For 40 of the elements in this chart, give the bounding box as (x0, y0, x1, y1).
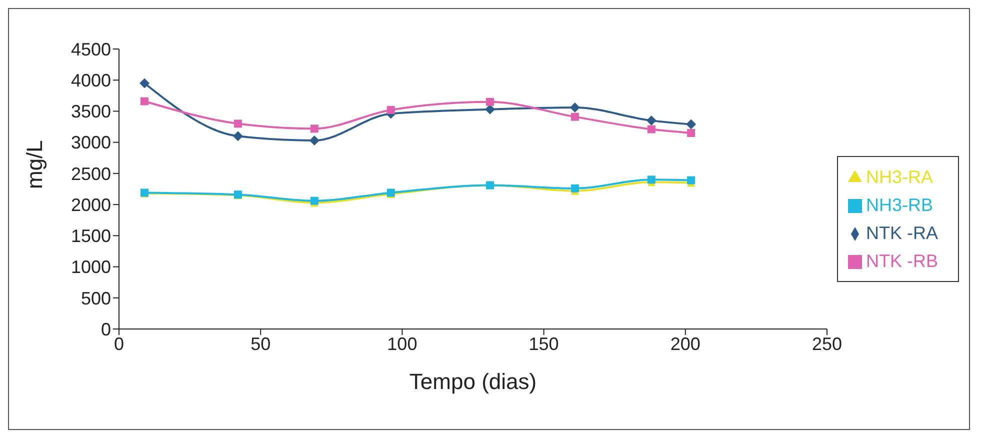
point (386, 106, 395, 114)
x-tick-label: 200 (670, 334, 700, 354)
y-tick-label: 3500 (70, 102, 111, 122)
point (232, 131, 243, 142)
legend-label: NTK -RA (866, 223, 938, 243)
point (686, 119, 696, 130)
y-tick-label: 3000 (70, 132, 111, 153)
point (234, 120, 242, 128)
y-tick-label: 500 (80, 288, 111, 308)
point (687, 176, 696, 184)
y-tick-label: 4000 (70, 70, 111, 90)
point (484, 104, 495, 114)
point (139, 78, 150, 88)
point (570, 102, 580, 112)
y-tick-label: 1000 (70, 257, 111, 278)
point (646, 116, 656, 126)
point (687, 129, 696, 137)
point (486, 98, 494, 106)
point (647, 176, 656, 184)
y-axis-title: mg/L (22, 140, 47, 189)
x-axis-title: Tempo (dias) (409, 369, 537, 394)
point (647, 125, 656, 134)
x-tick-label: 250 (812, 334, 842, 354)
point (309, 135, 320, 146)
x-tick-label: 0 (114, 334, 124, 354)
y-tick-label: 2500 (70, 164, 111, 184)
point (310, 124, 318, 133)
legend-label: NTK -RB (866, 251, 938, 271)
point (140, 97, 148, 106)
legend-label: NH3-RB (866, 195, 934, 215)
y-tick-label: 1500 (70, 226, 111, 246)
y-tick-label: 2000 (70, 194, 111, 215)
x-tick-label: 100 (387, 334, 418, 354)
x-tick-label: 50 (250, 334, 271, 354)
legend-label: NH3-RA (866, 167, 934, 187)
point (570, 184, 579, 192)
y-tick-label: 0 (100, 319, 111, 340)
point (570, 112, 579, 121)
y-tick-label: 4500 (70, 39, 111, 60)
x-tick-label: 150 (528, 334, 559, 354)
